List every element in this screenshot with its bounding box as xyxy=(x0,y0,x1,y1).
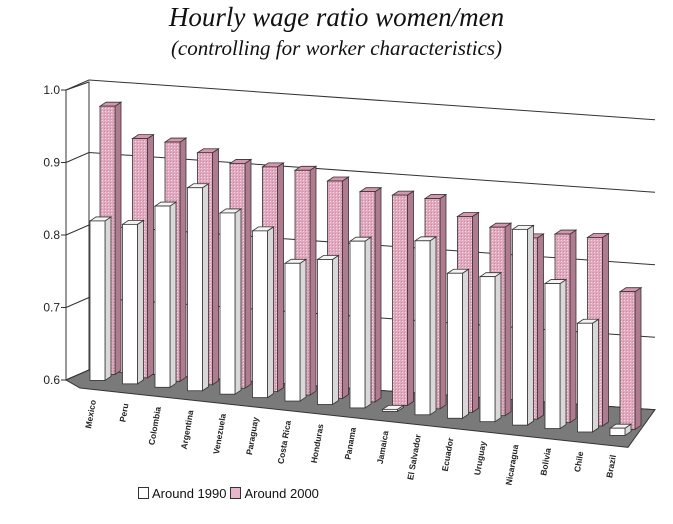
chart-floor xyxy=(64,369,656,448)
bar-1990 xyxy=(218,208,243,395)
gridline xyxy=(88,79,656,121)
gridline-left-segment xyxy=(65,152,90,163)
bar-1990 xyxy=(153,201,178,389)
bar-1990 xyxy=(543,278,568,430)
x-tick-label: Bolivia xyxy=(538,447,553,476)
legend-label-1990: Around 1990 xyxy=(152,485,227,501)
x-tick-label: Brazil xyxy=(604,454,618,479)
x-tick-label: Honduras xyxy=(309,423,326,464)
bar-1990 xyxy=(316,254,340,406)
x-tick-label: Panama xyxy=(342,426,358,460)
gridline-left-segment xyxy=(65,224,90,236)
x-tick-label: Nicaragua xyxy=(503,443,520,485)
x-tick-label: Colombia xyxy=(146,406,163,446)
y-tick-label: 0.7 xyxy=(43,301,60,315)
floor-plane xyxy=(64,369,656,448)
y-tick-label: 0.9 xyxy=(43,156,60,170)
bar-1990 xyxy=(121,219,145,385)
bar-1990 xyxy=(348,236,373,409)
bar-1990 xyxy=(576,318,600,433)
y-axis-ticks: 0.6 0.7 0.8 0.9 1.0 xyxy=(43,83,66,387)
bar-1990 xyxy=(251,226,275,399)
x-tick-label: Peru xyxy=(117,402,130,422)
x-tick-label: Venezuela xyxy=(211,413,228,455)
gridline-left-segment xyxy=(65,79,90,91)
x-tick-label: Costa Rica xyxy=(275,419,293,464)
bar-1990 xyxy=(608,423,633,437)
legend-swatch-1990 xyxy=(138,487,149,499)
legend-item-1990: Around 1990 xyxy=(138,486,226,501)
legend-item-2000: Around 2000 xyxy=(230,485,319,501)
chart-subtitle: (controlling for worker characteristics) xyxy=(170,36,503,60)
bar-1990 xyxy=(381,404,405,413)
legend: Around 1990 Around 2000 xyxy=(138,484,323,502)
x-tick-label: Mexico xyxy=(83,399,98,429)
y-tick-label: 0.6 xyxy=(43,373,60,387)
x-tick-label: Paraguay xyxy=(244,416,261,456)
x-tick-label: Argentina xyxy=(179,409,196,450)
gridline-left-segment xyxy=(65,297,90,308)
bar-1990 xyxy=(413,236,438,416)
left-wall xyxy=(65,81,90,381)
x-tick-label: Uruguay xyxy=(472,440,488,476)
bar-1990 xyxy=(88,216,113,382)
legend-label-2000: Around 2000 xyxy=(244,485,319,501)
bar-1990 xyxy=(446,268,470,419)
bar-1990 xyxy=(186,182,210,392)
x-tick-label: Chile xyxy=(572,450,586,472)
chart-title: Hourly wage ratio women/men xyxy=(168,2,505,32)
y-tick-label: 0.8 xyxy=(43,228,60,242)
x-tick-label: Jamaica xyxy=(375,430,391,465)
bar-2000 xyxy=(391,190,415,407)
bar-2000 xyxy=(618,286,643,431)
bar-1990 xyxy=(478,271,503,423)
legend-swatch-2000 xyxy=(230,487,242,499)
bar-1990 xyxy=(511,224,535,426)
x-tick-label: Ecuador xyxy=(440,436,456,472)
y-tick-label: 1.0 xyxy=(43,83,60,97)
bar-group xyxy=(88,101,643,437)
chart-walls xyxy=(65,81,90,381)
bar-1990 xyxy=(283,258,308,402)
x-tick-label: El Salvador xyxy=(405,433,423,481)
